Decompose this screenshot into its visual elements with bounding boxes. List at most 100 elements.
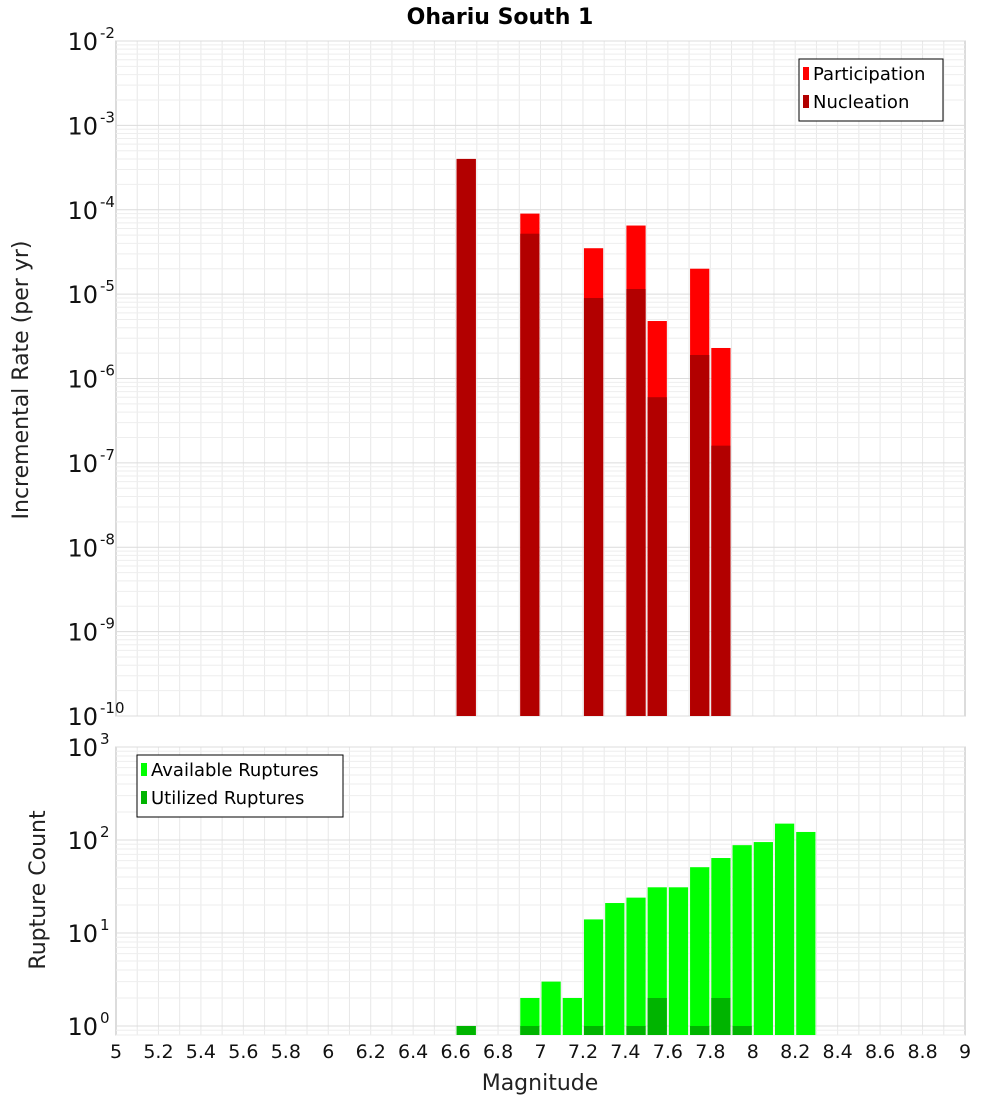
x-tick-label: 6: [322, 1041, 334, 1063]
y-tick-base: 10: [67, 112, 98, 140]
y-tick-label: 10 -4: [67, 193, 115, 225]
bar: [520, 233, 540, 716]
panel-1: 10-210-310-410-510-610-710-810-910 -10Par…: [67, 24, 966, 731]
y-tick-label: 10 0: [67, 1009, 109, 1041]
y-tick-exponent: -2: [100, 24, 115, 42]
bar: [668, 887, 689, 1035]
bar: [711, 858, 731, 1035]
y-tick-exponent: -7: [100, 446, 115, 464]
legend: Available Ruptures Utilized Ruptures: [136, 754, 344, 818]
bar: [520, 1025, 540, 1035]
bar: [796, 831, 816, 1035]
bar: [690, 867, 710, 1035]
x-tick-label: 7.4: [610, 1041, 640, 1063]
y-tick-exponent: 2: [100, 823, 110, 841]
y-tick-base: 10: [67, 734, 98, 762]
y-tick-base: 10: [67, 366, 98, 394]
legend-label: Utilized Ruptures: [151, 788, 304, 809]
y-tick-exponent: -9: [100, 615, 115, 633]
bar: [520, 997, 540, 1035]
legend-label: Participation: [813, 64, 925, 85]
x-tick-label: 6.6: [440, 1041, 470, 1063]
bar: [753, 842, 773, 1035]
x-tick-label: 9: [959, 1041, 971, 1063]
bar: [583, 1025, 604, 1035]
y-tick-base: 10: [67, 703, 98, 731]
y-tick-base: 10: [67, 1013, 98, 1041]
y-tick-label: 10 -10: [67, 699, 124, 731]
series-1: [456, 823, 816, 1035]
series-2: [456, 158, 731, 717]
legend-box: [798, 58, 944, 122]
y-tick-label: 10 -6: [67, 362, 115, 394]
y-tick-label: 10 -3: [67, 108, 115, 140]
bar: [626, 1025, 646, 1035]
bar: [605, 903, 625, 1035]
y-tick-exponent: 1: [100, 916, 110, 934]
x-tick-label: 5.2: [143, 1041, 173, 1063]
legend-label: Available Ruptures: [151, 760, 319, 781]
x-tick-label: 5.8: [271, 1041, 301, 1063]
bar: [647, 397, 667, 716]
bar: [456, 1025, 476, 1035]
x-tick-label: 7.8: [695, 1041, 725, 1063]
y-tick-label: 10 -8: [67, 530, 115, 562]
bar: [774, 823, 795, 1035]
bar: [626, 897, 646, 1035]
top-y-axis-label: Incremental Rate (per yr): [9, 241, 34, 520]
y-tick-base: 10: [67, 28, 98, 56]
x-tick-label: 8.8: [907, 1041, 937, 1063]
x-axis-label: Magnitude: [482, 1071, 599, 1096]
bar: [711, 445, 731, 716]
x-tick-label: 6.2: [356, 1041, 386, 1063]
y-tick-label: 10 3: [67, 730, 109, 762]
y-tick-base: 10: [67, 197, 98, 225]
legend-box: [136, 754, 344, 818]
chart-title: Ohariu South 1: [407, 5, 594, 30]
bar: [583, 919, 604, 1035]
x-tick-label: 7.6: [653, 1041, 683, 1063]
y-tick-label: 10 -5: [67, 277, 115, 309]
y-tick-exponent: 0: [100, 1009, 110, 1027]
x-tick-label: 6.4: [398, 1041, 428, 1063]
y-tick-label: 10 2: [67, 823, 109, 855]
legend-swatch: [803, 95, 809, 108]
x-tick-label: 6.8: [483, 1041, 513, 1063]
x-tick-label: 7: [534, 1041, 546, 1063]
bar: [541, 981, 561, 1035]
bar: [562, 997, 582, 1035]
x-tick-label: 8.4: [823, 1041, 853, 1063]
legend-swatch: [141, 763, 147, 776]
bar: [732, 845, 752, 1035]
y-tick-label: 10 -7: [67, 446, 115, 478]
y-tick-label: 10 1: [67, 916, 109, 948]
y-tick-base: 10: [67, 534, 98, 562]
x-tick-label: 5.6: [228, 1041, 258, 1063]
bar: [690, 354, 710, 716]
y-tick-base: 10: [67, 450, 98, 478]
bottom-y-axis-label: Rupture Count: [26, 810, 51, 970]
y-tick-exponent: -10: [100, 699, 125, 717]
x-tick-label: 8.6: [865, 1041, 895, 1063]
bar: [711, 997, 731, 1035]
y-tick-base: 10: [67, 827, 98, 855]
y-tick-label: 10 -2: [67, 24, 115, 56]
series-2: [456, 997, 752, 1035]
legend-swatch: [141, 791, 147, 804]
legend: Participation Nucleation: [798, 58, 944, 122]
y-tick-base: 10: [67, 619, 98, 647]
legend-label: Nucleation: [813, 92, 909, 113]
bar: [647, 997, 667, 1035]
x-tick-label: 7.2: [568, 1041, 598, 1063]
bar: [456, 158, 476, 717]
bar: [626, 289, 646, 716]
y-tick-exponent: -5: [100, 277, 115, 295]
y-tick-exponent: -4: [100, 193, 115, 211]
y-tick-label: 10 -9: [67, 615, 115, 647]
bar: [732, 1025, 752, 1035]
y-tick-exponent: -8: [100, 530, 115, 548]
y-tick-exponent: -3: [100, 108, 115, 126]
bar: [583, 297, 604, 716]
